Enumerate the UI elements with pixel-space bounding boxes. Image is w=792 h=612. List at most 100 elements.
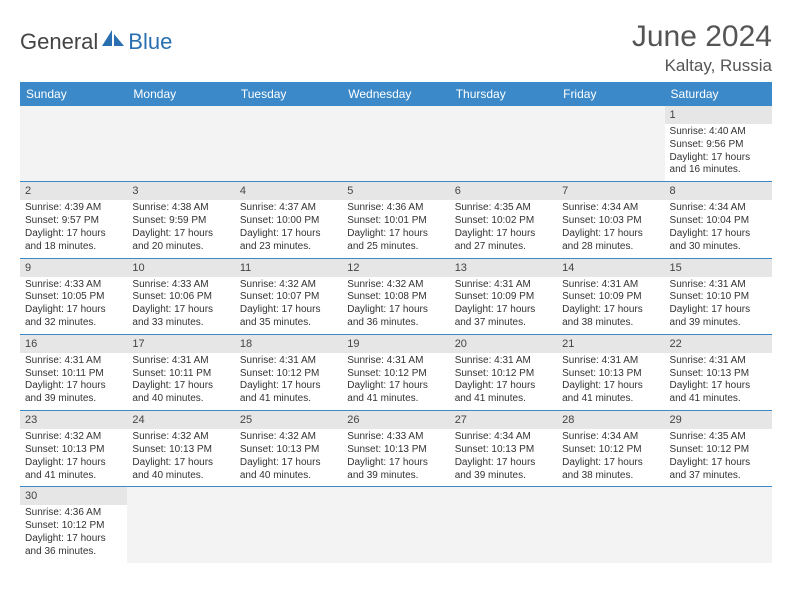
header: General Blue June 2024 Kaltay, Russia	[20, 20, 772, 76]
day-cell: 25Sunrise: 4:32 AMSunset: 10:13 PMDaylig…	[235, 411, 342, 487]
weekday-header: Saturday	[665, 82, 772, 106]
sunrise-line: Sunrise: 4:34 AM	[562, 431, 659, 444]
day-cell: 2 Sunrise: 4:39 AMSunset: 9:57 PMDaylight…	[20, 182, 127, 258]
sunset-line: Sunset: 10:13 PM	[455, 444, 552, 457]
sunrise-line: Sunrise: 4:32 AM	[25, 431, 122, 444]
day-cell: 7Sunrise: 4:34 AMSunset: 10:03 PMDayligh…	[557, 182, 664, 258]
sunset-line: Sunset: 10:10 PM	[670, 291, 767, 304]
daylight-line: Daylight: 17 hours and 41 minutes.	[240, 380, 337, 406]
day-cell: 16Sunrise: 4:31 AMSunset: 10:11 PMDaylig…	[20, 334, 127, 410]
weekday-header-row: SundayMondayTuesdayWednesdayThursdayFrid…	[20, 82, 772, 106]
logo: General Blue	[20, 20, 172, 55]
sunrise-line: Sunrise: 4:31 AM	[240, 355, 337, 368]
sunrise-line: Sunrise: 4:33 AM	[347, 431, 444, 444]
day-cell: 19Sunrise: 4:31 AMSunset: 10:12 PMDaylig…	[342, 334, 449, 410]
sunrise-line: Sunrise: 4:33 AM	[25, 279, 122, 292]
empty-cell	[342, 106, 449, 182]
day-cell: 5Sunrise: 4:36 AMSunset: 10:01 PMDayligh…	[342, 182, 449, 258]
sunrise-line: Sunrise: 4:34 AM	[455, 431, 552, 444]
daylight-line: Daylight: 17 hours and 39 minutes.	[455, 457, 552, 483]
day-number: 9	[20, 259, 127, 277]
day-number: 25	[235, 411, 342, 429]
day-cell: 20Sunrise: 4:31 AMSunset: 10:12 PMDaylig…	[450, 334, 557, 410]
sunrise-line: Sunrise: 4:34 AM	[670, 202, 767, 215]
sunset-line: Sunset: 10:12 PM	[25, 520, 122, 533]
day-cell: 27 Sunrise: 4:34 AMSunset: 10:13 PMDaylig…	[450, 411, 557, 487]
sunset-line: Sunset: 10:02 PM	[455, 215, 552, 228]
empty-cell	[20, 106, 127, 182]
day-cell: 4Sunrise: 4:37 AMSunset: 10:00 PMDayligh…	[235, 182, 342, 258]
empty-cell	[235, 106, 342, 182]
sunrise-line: Sunrise: 4:31 AM	[455, 279, 552, 292]
sunset-line: Sunset: 10:09 PM	[455, 291, 552, 304]
month-title: June 2024	[632, 20, 772, 54]
day-number: 13	[450, 259, 557, 277]
daylight-line: Daylight: 17 hours and 18 minutes.	[25, 228, 122, 254]
sunrise-line: Sunrise: 4:40 AM	[670, 126, 767, 139]
sunset-line: Sunset: 10:11 PM	[25, 368, 122, 381]
day-cell: 12Sunrise: 4:32 AMSunset: 10:08 PMDaylig…	[342, 258, 449, 334]
day-number: 2	[20, 182, 127, 200]
logo-text-blue: Blue	[128, 29, 172, 55]
day-number: 18	[235, 335, 342, 353]
day-number: 11	[235, 259, 342, 277]
day-number: 27	[450, 411, 557, 429]
empty-cell	[557, 487, 664, 563]
day-number: 23	[20, 411, 127, 429]
calendar-body: 1Sunrise: 4:40 AMSunset: 9:56 PMDaylight…	[20, 106, 772, 563]
day-number: 20	[450, 335, 557, 353]
sunrise-line: Sunrise: 4:38 AM	[132, 202, 229, 215]
sunrise-line: Sunrise: 4:31 AM	[132, 355, 229, 368]
day-number: 3	[127, 182, 234, 200]
daylight-line: Daylight: 17 hours and 28 minutes.	[562, 228, 659, 254]
sunrise-line: Sunrise: 4:35 AM	[670, 431, 767, 444]
sunset-line: Sunset: 10:13 PM	[132, 444, 229, 457]
day-number: 16	[20, 335, 127, 353]
sunrise-line: Sunrise: 4:33 AM	[132, 279, 229, 292]
day-number: 29	[665, 411, 772, 429]
sunrise-line: Sunrise: 4:36 AM	[347, 202, 444, 215]
calendar-row: 23Sunrise: 4:32 AMSunset: 10:13 PMDaylig…	[20, 411, 772, 487]
weekday-header: Friday	[557, 82, 664, 106]
daylight-line: Daylight: 17 hours and 38 minutes.	[562, 457, 659, 483]
sunrise-line: Sunrise: 4:34 AM	[562, 202, 659, 215]
calendar-table: SundayMondayTuesdayWednesdayThursdayFrid…	[20, 82, 772, 563]
sunrise-line: Sunrise: 4:39 AM	[25, 202, 122, 215]
day-cell: 29Sunrise: 4:35 AMSunset: 10:12 PMDaylig…	[665, 411, 772, 487]
day-cell: 22Sunrise: 4:31 AMSunset: 10:13 PMDaylig…	[665, 334, 772, 410]
sunrise-line: Sunrise: 4:31 AM	[455, 355, 552, 368]
sunrise-line: Sunrise: 4:35 AM	[455, 202, 552, 215]
day-cell: 15Sunrise: 4:31 AMSunset: 10:10 PMDaylig…	[665, 258, 772, 334]
day-cell: 13Sunrise: 4:31 AMSunset: 10:09 PMDaylig…	[450, 258, 557, 334]
day-number: 8	[665, 182, 772, 200]
daylight-line: Daylight: 17 hours and 35 minutes.	[240, 304, 337, 330]
sunrise-line: Sunrise: 4:32 AM	[347, 279, 444, 292]
empty-cell	[127, 487, 234, 563]
day-cell: 9Sunrise: 4:33 AMSunset: 10:05 PMDayligh…	[20, 258, 127, 334]
daylight-line: Daylight: 17 hours and 41 minutes.	[562, 380, 659, 406]
title-block: June 2024 Kaltay, Russia	[632, 20, 772, 76]
day-cell: 3Sunrise: 4:38 AMSunset: 9:59 PMDaylight…	[127, 182, 234, 258]
daylight-line: Daylight: 17 hours and 41 minutes.	[347, 380, 444, 406]
empty-cell	[557, 106, 664, 182]
sunset-line: Sunset: 9:57 PM	[25, 215, 122, 228]
daylight-line: Daylight: 17 hours and 36 minutes.	[347, 304, 444, 330]
calendar-row: 16 Sunrise: 4:31 AM Sunset: 10:11 PM Daylig…	[20, 334, 772, 410]
sunrise-line: Sunrise: 4:31 AM	[562, 279, 659, 292]
empty-cell	[665, 487, 772, 563]
sunrise-line: Sunrise: 4:37 AM	[240, 202, 337, 215]
empty-cell	[450, 106, 557, 182]
day-number: 28	[557, 411, 664, 429]
day-cell: 21Sunrise: 4:31 AMSunset: 10:13 PMDaylig…	[557, 334, 664, 410]
day-number: 26	[342, 411, 449, 429]
day-number: 22	[665, 335, 772, 353]
sunrise-line: Sunrise: 4:31 AM	[562, 355, 659, 368]
daylight-line: Daylight: 17 hours and 41 minutes.	[455, 380, 552, 406]
day-cell: 17Sunrise: 4:31 AMSunset: 10:11 PMDaylig…	[127, 334, 234, 410]
day-number: 5	[342, 182, 449, 200]
sunset-line: Sunset: 10:13 PM	[562, 368, 659, 381]
sunset-line: Sunset: 10:09 PM	[562, 291, 659, 304]
daylight-line: Daylight: 17 hours and 39 minutes.	[347, 457, 444, 483]
daylight-line: Daylight: 17 hours and 38 minutes.	[562, 304, 659, 330]
day-cell: 11Sunrise: 4:32 AMSunset: 10:07 PMDaylig…	[235, 258, 342, 334]
